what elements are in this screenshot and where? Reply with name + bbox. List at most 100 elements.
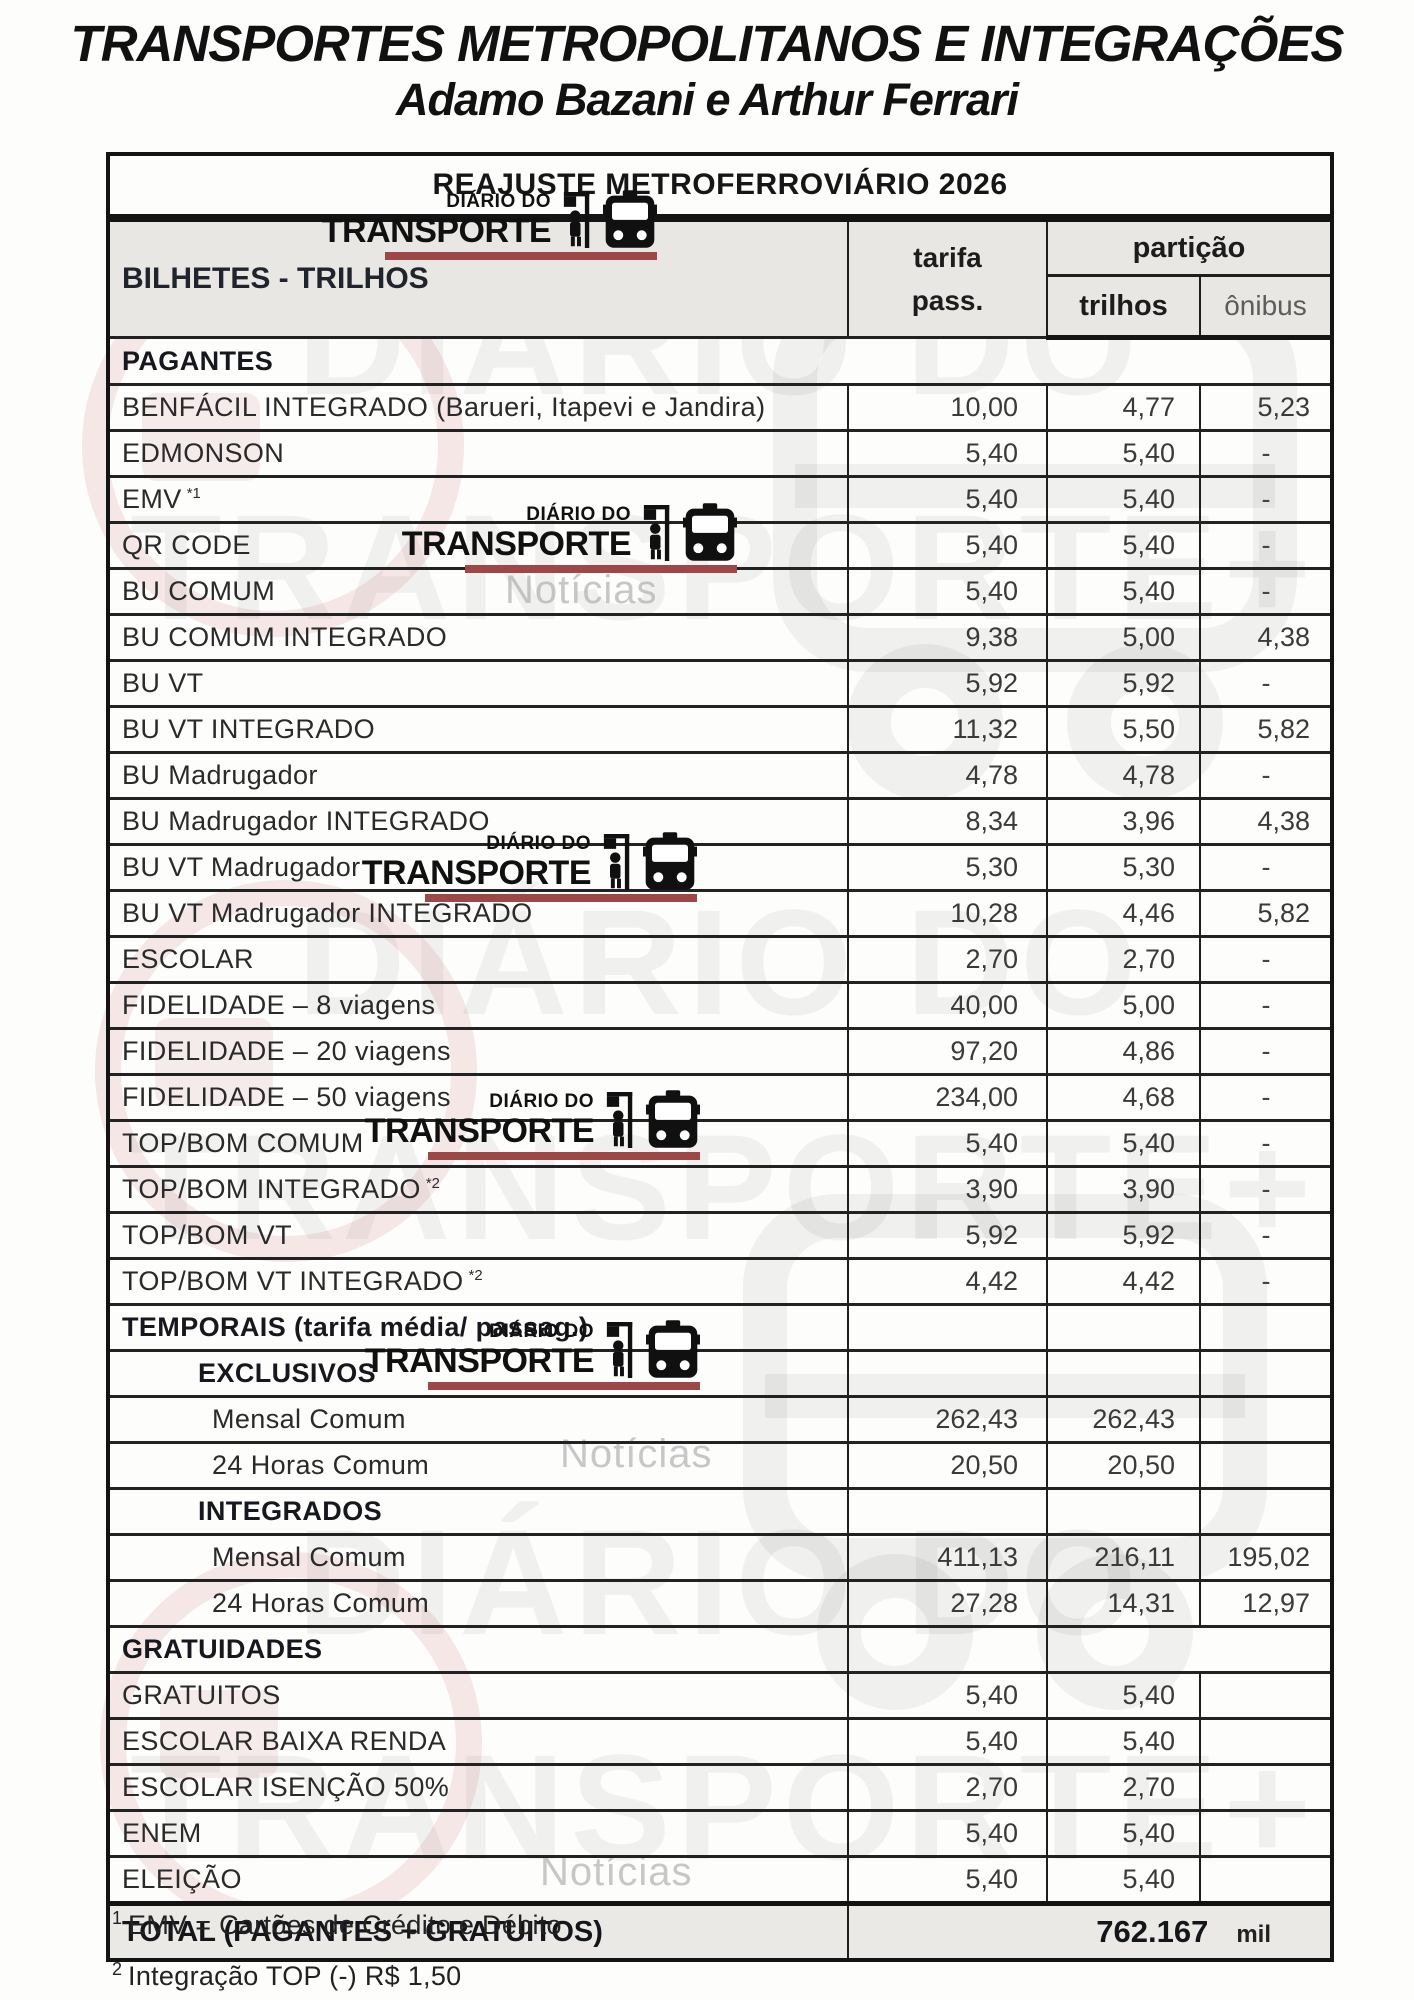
row-label: TOP/BOM VT INTEGRADO *2 — [108, 1258, 849, 1305]
cell-onibus — [1200, 1305, 1332, 1351]
footnote-1-marker: 1 — [112, 1908, 123, 1928]
total-value: 762.167 — [1096, 1914, 1209, 1949]
logo-line2: TRANSPORTE — [364, 1342, 595, 1380]
cell-tarifa — [848, 1488, 1048, 1535]
cell-tarifa: 5,40 — [848, 522, 1048, 569]
cell-trilhos: 4,42 — [1047, 1258, 1201, 1305]
logo-red-bar — [385, 252, 657, 260]
row-label: ESCOLAR BAIXA RENDA — [108, 1718, 849, 1765]
table-row: ESCOLAR ISENÇÃO 50% 2,70 2,70 — [108, 1764, 1332, 1811]
cell-onibus: - — [1261, 668, 1271, 698]
logo-red-bar — [425, 894, 697, 902]
cell-tarifa: 5,30 — [848, 844, 1048, 891]
cell-trilhos: 5,40 — [1047, 1856, 1201, 1904]
cell-tarifa: 20,50 — [848, 1442, 1048, 1489]
table-row: FIDELIDADE – 8 viagens 40,00 5,00 - — [108, 982, 1332, 1029]
header-onibus: ônibus — [1200, 275, 1332, 340]
cell-trilhos: 5,40 — [1047, 1718, 1201, 1765]
row-label: GRATUIDADES — [108, 1626, 849, 1673]
diario-do-transporte-logo: DIÁRIO DO TRANSPORTE — [365, 1090, 700, 1160]
row-label: INTEGRADOS — [108, 1488, 849, 1535]
cell-onibus: - — [1261, 1082, 1271, 1112]
cell-tarifa: 411,13 — [848, 1534, 1048, 1581]
cell-tarifa: 5,92 — [848, 660, 1048, 707]
cell-tarifa: 3,90 — [848, 1166, 1048, 1213]
table-row: BU Madrugador INTEGRADO 8,34 3,96 4,38 — [108, 798, 1332, 845]
cell-tarifa: 9,38 — [848, 614, 1048, 661]
cell-onibus — [1200, 1811, 1332, 1857]
table-title: REAJUSTE METROFERROVIÁRIO 2026 — [108, 154, 1332, 222]
row-label: BU VT INTEGRADO — [108, 706, 849, 753]
row-label: BU VT Madrugador INTEGRADO — [108, 890, 849, 937]
logo-red-bar — [428, 1152, 700, 1160]
cell-trilhos: 5,40 — [1047, 430, 1201, 477]
cell-tarifa — [848, 1626, 1048, 1673]
bus-front-icon — [646, 1320, 700, 1378]
header-trilhos: trilhos — [1047, 275, 1201, 340]
footnote-1-text: EMV = Cartões de Crédito e Débito — [128, 1910, 562, 1940]
cell-tarifa: 5,40 — [848, 476, 1048, 523]
table-row: Mensal Comum 262,43 262,43 — [108, 1396, 1332, 1443]
logo-text: DIÁRIO DO TRANSPORTE — [364, 1322, 595, 1380]
table-subheader-row: trilhos ônibus — [108, 275, 1332, 340]
cell-onibus: 5,23 — [1257, 392, 1310, 422]
cell-trilhos: 5,92 — [1047, 660, 1201, 707]
cell-onibus — [1200, 1673, 1332, 1719]
cell-onibus: 195,02 — [1227, 1542, 1310, 1572]
row-label: EDMONSON — [108, 430, 849, 477]
table-header-row: BILHETES - TRILHOS tarifa pass. partição — [108, 218, 1332, 338]
row-label: BU COMUM INTEGRADO — [108, 614, 849, 661]
row-label: BU VT — [108, 660, 849, 707]
table-row: TOP/BOM VT 5,92 5,92- — [108, 1212, 1332, 1259]
logo-line2: TRANSPORTE — [321, 212, 552, 250]
cell-onibus: - — [1261, 944, 1271, 974]
cell-tarifa: 10,00 — [848, 384, 1048, 431]
table-row: GRATUITOS 5,40 5,40 — [108, 1672, 1332, 1719]
table-row: TOP/BOM INTEGRADO *2 3,90 3,90- — [108, 1166, 1332, 1213]
table-row: BU COMUM 5,40 5,40- — [108, 568, 1332, 615]
cell-onibus: - — [1261, 990, 1271, 1020]
cell-merge23 — [1047, 1627, 1332, 1673]
bus-stop-icon — [606, 1092, 633, 1148]
total-cell: 762.167 mil — [848, 1901, 1332, 1960]
cell-tarifa: 5,40 — [848, 568, 1048, 615]
row-label: 24 Horas Comum — [108, 1580, 849, 1627]
row-label: 24 Horas Comum — [108, 1442, 849, 1489]
cell-tarifa: 234,00 — [848, 1074, 1048, 1121]
cell-tarifa: 5,40 — [848, 1718, 1048, 1765]
cell-tarifa: 262,43 — [848, 1396, 1048, 1443]
table-row: 24 Horas Comum 20,50 20,50 — [108, 1442, 1332, 1489]
cell-onibus: 5,82 — [1257, 714, 1310, 744]
page-title: TRANSPORTES METROPOLITANOS E INTEGRAÇÕES — [70, 15, 1345, 72]
cell-onibus: - — [1261, 530, 1271, 560]
cell-tarifa: 2,70 — [848, 1764, 1048, 1811]
cell-trilhos: 4,77 — [1047, 384, 1201, 431]
footnote-1: 1 EMV = Cartões de Crédito e Débito — [112, 1908, 562, 1941]
logo-line1: DIÁRIO DO — [446, 191, 551, 212]
cell-onibus: - — [1261, 1220, 1271, 1250]
cell-onibus: - — [1261, 1174, 1271, 1204]
cell-tarifa: 5,40 — [848, 1120, 1048, 1167]
total-row: TOTAL (PAGANTES + GRATUITOS) 762.167 mil — [108, 1901, 1332, 1960]
table-row: TOP/BOM COMUM 5,40 5,40- — [108, 1120, 1332, 1167]
table-row: ENEM 5,40 5,40 — [108, 1810, 1332, 1857]
cell-trilhos — [1047, 1350, 1201, 1397]
cell-trilhos: 20,50 — [1047, 1442, 1201, 1489]
cell-trilhos: 5,00 — [1047, 614, 1201, 661]
cell-trilhos: 216,11 — [1047, 1534, 1201, 1581]
row-label: FIDELIDADE – 20 viagens — [108, 1028, 849, 1075]
cell-trilhos: 5,40 — [1047, 1120, 1201, 1167]
cell-tarifa: 2,70 — [848, 936, 1048, 983]
cell-trilhos: 4,68 — [1047, 1074, 1201, 1121]
table-row: TOP/BOM VT INTEGRADO *2 4,42 4,42- — [108, 1258, 1332, 1305]
cell-trilhos: 2,70 — [1047, 936, 1201, 983]
bus-front-icon — [646, 1090, 700, 1148]
cell-tarifa — [848, 1304, 1048, 1351]
row-label: ESCOLAR ISENÇÃO 50% — [108, 1764, 849, 1811]
table-row: INTEGRADOS — [108, 1488, 1332, 1535]
logo-line1: DIÁRIO DO — [486, 833, 591, 854]
footnote-2-text: Integração TOP (-) R$ 1,50 — [128, 1961, 462, 1991]
bus-front-icon — [603, 190, 657, 248]
logo-text: DIÁRIO DO TRANSPORTE — [362, 833, 592, 890]
